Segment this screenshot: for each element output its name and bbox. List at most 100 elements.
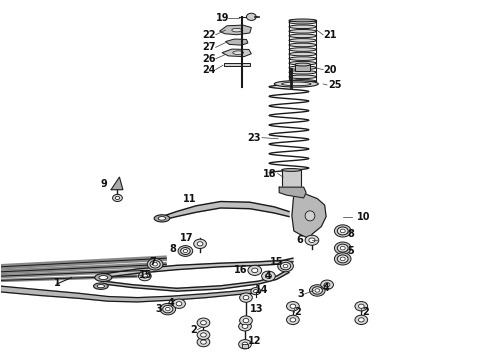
Circle shape [197, 318, 210, 327]
Circle shape [248, 265, 262, 275]
Polygon shape [162, 212, 176, 220]
Text: 20: 20 [323, 64, 337, 75]
Polygon shape [176, 286, 220, 291]
Circle shape [252, 268, 258, 273]
Text: 4: 4 [265, 271, 271, 281]
Ellipse shape [274, 81, 318, 87]
Circle shape [253, 289, 258, 293]
Text: 7: 7 [150, 257, 156, 267]
Ellipse shape [289, 25, 317, 28]
Text: 6: 6 [296, 235, 303, 245]
Text: 26: 26 [202, 54, 216, 64]
Text: 2: 2 [294, 307, 300, 317]
Circle shape [287, 302, 299, 311]
Polygon shape [220, 25, 251, 35]
Polygon shape [220, 262, 260, 267]
Polygon shape [133, 285, 176, 291]
Circle shape [200, 340, 206, 344]
Circle shape [113, 194, 122, 202]
Circle shape [337, 255, 348, 263]
Polygon shape [235, 289, 255, 295]
Text: 23: 23 [247, 133, 261, 143]
Ellipse shape [282, 82, 311, 86]
Circle shape [337, 227, 348, 235]
Text: 15: 15 [270, 257, 283, 267]
Circle shape [278, 260, 294, 272]
Circle shape [243, 296, 249, 300]
Polygon shape [260, 260, 283, 265]
Circle shape [160, 303, 175, 315]
Ellipse shape [282, 168, 301, 171]
Circle shape [242, 342, 248, 346]
Polygon shape [138, 296, 172, 302]
Ellipse shape [289, 75, 317, 78]
Circle shape [153, 262, 157, 266]
Circle shape [115, 196, 120, 199]
Text: 13: 13 [250, 304, 264, 314]
Circle shape [172, 299, 185, 309]
Ellipse shape [154, 215, 170, 222]
Ellipse shape [289, 39, 317, 42]
Circle shape [312, 287, 322, 294]
Text: 19: 19 [216, 13, 229, 23]
Polygon shape [0, 286, 40, 296]
Text: 27: 27 [202, 42, 216, 52]
Circle shape [305, 235, 319, 245]
Ellipse shape [289, 19, 317, 22]
Circle shape [321, 280, 333, 289]
Ellipse shape [232, 28, 242, 32]
Text: 22: 22 [202, 30, 216, 40]
Ellipse shape [289, 80, 317, 83]
Circle shape [197, 330, 210, 339]
Circle shape [150, 261, 160, 268]
Polygon shape [220, 202, 250, 209]
Text: 17: 17 [180, 233, 194, 243]
Circle shape [287, 315, 299, 324]
Ellipse shape [289, 34, 317, 38]
Circle shape [340, 229, 345, 233]
Ellipse shape [289, 66, 317, 69]
Ellipse shape [289, 21, 317, 24]
Circle shape [194, 239, 206, 248]
Ellipse shape [289, 57, 317, 60]
Circle shape [166, 307, 170, 311]
Text: 3: 3 [155, 304, 162, 314]
Ellipse shape [95, 274, 112, 282]
Polygon shape [222, 49, 251, 57]
Polygon shape [220, 281, 259, 289]
Text: 5: 5 [347, 246, 354, 256]
Ellipse shape [305, 211, 315, 221]
Circle shape [197, 242, 203, 246]
Polygon shape [40, 290, 79, 298]
Circle shape [163, 305, 173, 313]
Circle shape [337, 244, 348, 252]
Circle shape [334, 253, 351, 265]
Circle shape [334, 225, 351, 237]
Polygon shape [283, 258, 293, 264]
Circle shape [262, 271, 275, 281]
Polygon shape [279, 187, 306, 198]
Circle shape [310, 285, 325, 296]
Circle shape [280, 262, 291, 270]
Polygon shape [225, 39, 248, 45]
Polygon shape [277, 269, 289, 279]
Ellipse shape [289, 62, 317, 65]
Circle shape [334, 242, 351, 254]
Ellipse shape [289, 52, 317, 56]
Ellipse shape [289, 71, 317, 74]
Circle shape [139, 271, 151, 281]
Circle shape [239, 339, 251, 349]
Text: 2: 2 [362, 307, 369, 317]
Polygon shape [103, 269, 138, 278]
Ellipse shape [233, 51, 244, 54]
Polygon shape [138, 265, 176, 273]
Circle shape [358, 318, 364, 322]
Ellipse shape [99, 275, 108, 279]
Text: 4: 4 [168, 298, 174, 308]
Text: 4: 4 [322, 283, 329, 293]
Circle shape [240, 316, 252, 325]
Text: 3: 3 [298, 289, 305, 299]
Polygon shape [206, 291, 235, 298]
Text: 12: 12 [247, 336, 261, 346]
Circle shape [309, 238, 315, 243]
